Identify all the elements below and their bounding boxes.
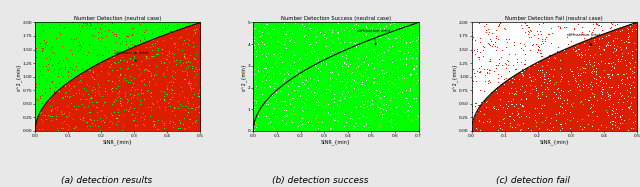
Text: diffraction limit: diffraction limit [115, 51, 148, 62]
Title: Number Detection Success (neutral case): Number Detection Success (neutral case) [281, 16, 391, 21]
Title: Number Detection (neutral case): Number Detection (neutral case) [74, 16, 161, 21]
Y-axis label: s^2_{min}: s^2_{min} [15, 63, 21, 91]
X-axis label: SINR_{min}: SINR_{min} [103, 139, 132, 145]
Y-axis label: s^2_{min}: s^2_{min} [452, 63, 458, 91]
Y-axis label: s^2_{min}: s^2_{min} [241, 63, 246, 91]
Text: (c) detection fail: (c) detection fail [497, 176, 570, 185]
Text: (a) detection results: (a) detection results [61, 176, 152, 185]
X-axis label: SINR_{min}: SINR_{min} [321, 139, 351, 145]
Text: diffraction limit: diffraction limit [568, 33, 601, 46]
X-axis label: SINR_{min}: SINR_{min} [540, 139, 569, 145]
Title: Number Detection Fail (neutral case): Number Detection Fail (neutral case) [506, 16, 603, 21]
Text: (b) detection success: (b) detection success [272, 176, 368, 185]
Text: diffraction limit: diffraction limit [357, 29, 391, 45]
